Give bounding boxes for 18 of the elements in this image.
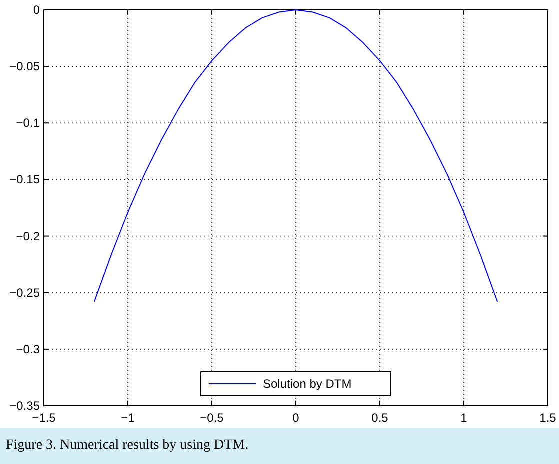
caption: Figure 3. Numerical results by using DTM. — [6, 438, 249, 453]
y-tick-label: 0 — [33, 3, 40, 17]
line-series — [94, 10, 498, 302]
y-tick-label: −0.25 — [10, 286, 40, 300]
y-tick-label: −0.05 — [10, 60, 40, 74]
legend-label: Solution by DTM — [263, 377, 352, 391]
x-tick-label: 1 — [460, 411, 468, 425]
x-tick-label: 0 — [292, 411, 300, 425]
x-tick-label: 0.5 — [372, 411, 389, 425]
y-tick-label: −0.3 — [16, 342, 40, 356]
y-tick-label: −0.2 — [16, 229, 40, 244]
y-tick-label: −0.35 — [10, 399, 40, 413]
y-tick-label: −0.15 — [10, 172, 40, 187]
y-tick-label: −0.1 — [16, 116, 40, 130]
x-tick-label: 1.5 — [540, 411, 557, 425]
x-tick-label: −1 — [121, 411, 136, 425]
x-tick-label: −1.5 — [32, 411, 56, 425]
x-tick-label: −0.5 — [200, 411, 224, 425]
